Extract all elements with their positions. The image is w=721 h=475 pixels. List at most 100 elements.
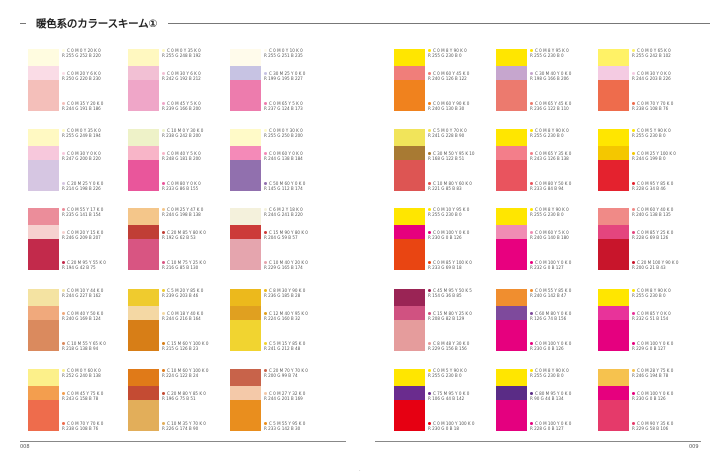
cmyk-values: C 0 M 5 Y 90 K 0 bbox=[428, 368, 496, 373]
cmyk-text: C 0 M 65 Y 35 K 0 bbox=[535, 151, 572, 156]
color-swatch bbox=[598, 239, 629, 270]
cmyk-text: C 50 M 60 Y 0 K 0 bbox=[269, 181, 306, 186]
swatch-bar bbox=[28, 289, 59, 351]
cmyk-values: C 8 M 48 Y 30 K 0 bbox=[428, 341, 496, 346]
color-swatch bbox=[598, 49, 629, 66]
swatch-bar bbox=[28, 208, 59, 270]
cmyk-text: C 30 M 50 Y 95 K 10 bbox=[433, 151, 475, 156]
cmyk-values: C 20 M 100 Y 90 K 0 bbox=[632, 260, 700, 265]
cmyk-text: C 8 M 30 Y 90 K 0 bbox=[269, 288, 306, 293]
rgb-values: R 199 G 195 B 227 bbox=[264, 76, 303, 81]
rgb-values: R 255 G 230 B 0 bbox=[428, 53, 462, 58]
rgb-values: R 229 G 156 B 156 bbox=[428, 346, 467, 351]
cmyk-values: C 0 M 28 Y 75 K 0 bbox=[632, 368, 700, 373]
color-dot-icon bbox=[162, 312, 165, 315]
cmyk-text: C 0 M 8 Y 90 K 0 bbox=[535, 207, 569, 212]
color-dot-icon bbox=[632, 422, 635, 425]
color-dot-icon bbox=[428, 182, 431, 185]
cmyk-values: C 0 M 55 Y 85 K 0 bbox=[530, 288, 598, 293]
cmyk-values: C 10 M 75 Y 25 K 0 bbox=[162, 260, 230, 265]
cmyk-values: C 0 M 0 Y 20 K 0 bbox=[62, 48, 130, 53]
cmyk-values: C 0 M 60 Y 0 K 0 bbox=[264, 151, 332, 156]
color-dot-icon bbox=[62, 312, 65, 315]
color-swatch bbox=[598, 320, 629, 351]
cmyk-text: C 0 M 100 Y 100 K 0 bbox=[433, 421, 475, 426]
cmyk-text: C 0 M 27 Y 32 K 0 bbox=[269, 391, 306, 396]
rgb-values: R 235 G 141 B 154 bbox=[62, 212, 101, 217]
cmyk-text: C 15 M 80 Y 25 K 0 bbox=[433, 311, 472, 316]
swatch-bar bbox=[128, 208, 159, 270]
color-dot-icon bbox=[62, 208, 65, 211]
color-swatch bbox=[128, 306, 159, 320]
cmyk-values: C 5 M 15 Y 85 K 0 bbox=[264, 341, 332, 346]
color-dot-icon bbox=[530, 102, 533, 105]
color-dot-icon bbox=[632, 152, 635, 155]
cmyk-text: C 0 M 80 Y 50 K 0 bbox=[535, 181, 572, 186]
footer-rule-left bbox=[20, 441, 346, 442]
cmyk-values: C 0 M 10 Y 95 K 0 bbox=[428, 207, 496, 212]
cmyk-text: C 6 M 2 Y 18 K 0 bbox=[269, 207, 303, 212]
color-dot-icon bbox=[264, 152, 267, 155]
cmyk-text: C 0 M 100 Y 0 K 0 bbox=[637, 391, 674, 396]
rgb-values: R 240 G 169 B 124 bbox=[62, 316, 101, 321]
color-swatch bbox=[28, 66, 59, 80]
cmyk-text: C 20 M 100 Y 90 K 0 bbox=[637, 260, 679, 265]
color-swatch bbox=[394, 208, 425, 225]
swatch-bar bbox=[496, 129, 527, 191]
swatch-bar bbox=[394, 369, 425, 431]
page-header: 暖色系のカラースキーム① bbox=[20, 14, 710, 34]
cmyk-text: C 0 M 60 Y 45 K 0 bbox=[433, 71, 470, 76]
color-dot-icon bbox=[530, 422, 533, 425]
cmyk-text: C 0 M 55 Y 85 K 0 bbox=[535, 288, 572, 293]
swatch-bar bbox=[28, 369, 59, 431]
cmyk-values: C 8 M 30 Y 90 K 0 bbox=[264, 288, 332, 293]
cmyk-values: C 0 M 60 Y 5 K 0 bbox=[530, 230, 598, 235]
cmyk-text: C 0 M 45 Y 5 K 0 bbox=[167, 101, 201, 106]
header-rule-right bbox=[168, 23, 710, 24]
rgb-values: R 229 G 58 B 106 bbox=[632, 426, 669, 431]
rgb-values: R 221 G 85 B 83 bbox=[428, 186, 462, 191]
cmyk-values: C 10 M 40 Y 20 K 0 bbox=[264, 260, 332, 265]
swatch-bar bbox=[394, 49, 425, 111]
color-dot-icon bbox=[530, 342, 533, 345]
rgb-values: R 255 G 230 B 0 bbox=[632, 133, 666, 138]
rgb-values: R 218 G 138 B 94 bbox=[62, 346, 99, 351]
cmyk-text: C 0 M 65 Y 45 K 0 bbox=[535, 101, 572, 106]
cmyk-values: C 0 M 55 Y 17 K 0 bbox=[62, 207, 130, 212]
cmyk-text: C 0 M 0 Y 60 K 0 bbox=[67, 368, 101, 373]
cmyk-text: C 5 M 0 Y 70 K 0 bbox=[433, 128, 467, 133]
rgb-values: R 238 G 108 B 76 bbox=[62, 426, 99, 431]
cmyk-text: C 0 M 80 Y 0 K 0 bbox=[167, 181, 201, 186]
color-dot-icon bbox=[264, 49, 267, 52]
cmyk-text: C 0 M 85 Y 0 K 0 bbox=[637, 311, 671, 316]
color-dot-icon bbox=[530, 231, 533, 234]
rgb-values: R 255 G 242 B 102 bbox=[632, 53, 671, 58]
color-swatch bbox=[28, 289, 59, 306]
cmyk-text: C 0 M 100 Y 0 K 0 bbox=[535, 341, 572, 346]
rgb-values: R 252 G 240 B 138 bbox=[62, 373, 101, 378]
